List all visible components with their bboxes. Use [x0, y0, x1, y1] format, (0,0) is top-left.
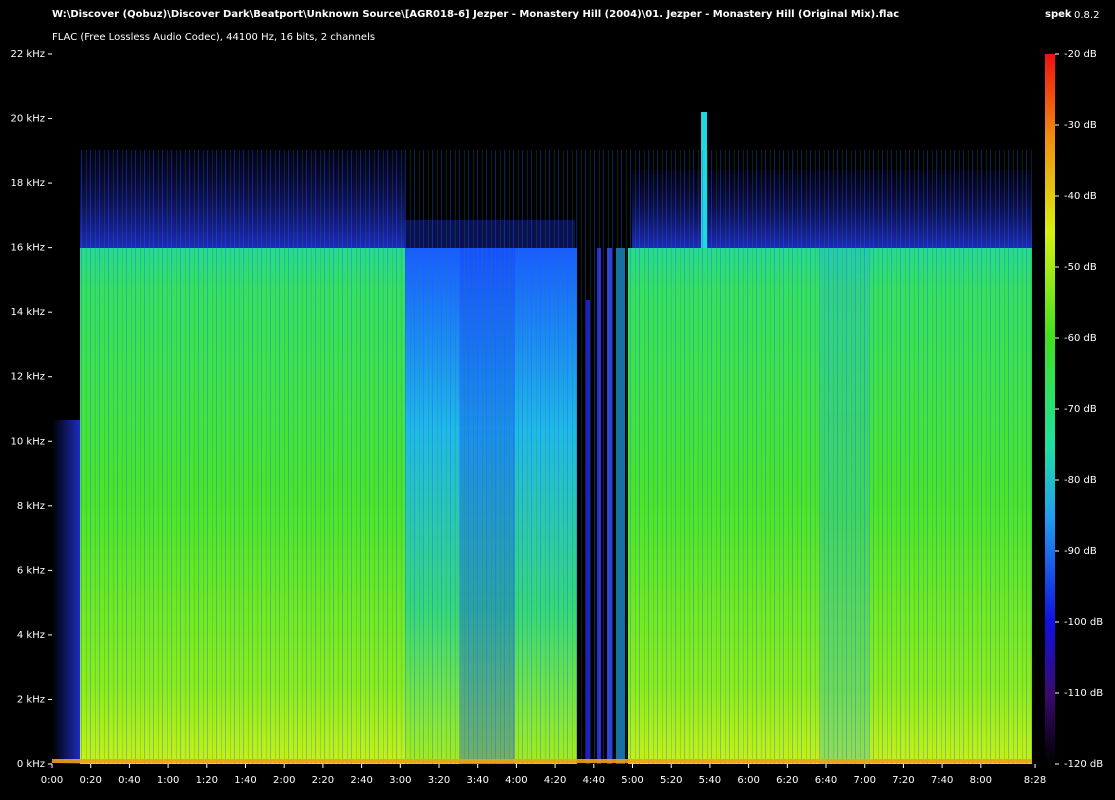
x-tick-label: 3:40 [466, 775, 488, 786]
x-tick-label: 4:00 [505, 775, 527, 786]
colorbar-tick-label: -50 dB [1064, 262, 1097, 273]
x-tick-label: 7:40 [931, 775, 953, 786]
x-tick-label: 4:20 [544, 775, 566, 786]
colorbar-tick-label: -30 dB [1064, 120, 1097, 131]
colorbar-tick-label: -40 dB [1064, 191, 1097, 202]
x-tick-label: 1:00 [157, 775, 179, 786]
colorbar-tick-label: -90 dB [1064, 546, 1097, 557]
y-tick-label: 0 kHz [17, 759, 45, 770]
x-tick-label: 0:40 [118, 775, 140, 786]
spectrogram [52, 54, 1035, 764]
app-version: 0.8.2 [1074, 10, 1099, 21]
colorbar-tick-label: -120 dB [1064, 759, 1103, 770]
spectrum-region [52, 420, 80, 764]
x-tick-label: 1:20 [196, 775, 218, 786]
x-tick-label: 2:40 [350, 775, 372, 786]
x-tick-label: 0:00 [41, 775, 63, 786]
colorbar-tick-label: -100 dB [1064, 617, 1103, 628]
x-tick-label: 8:00 [970, 775, 992, 786]
y-tick-label: 16 kHz [11, 243, 45, 254]
y-tick-label: 2 kHz [17, 694, 45, 705]
x-tick-label: 7:00 [853, 775, 875, 786]
colorbar-tick-label: -70 dB [1064, 404, 1097, 415]
colorbar-tick-label: -20 dB [1064, 49, 1097, 60]
x-tick-label: 2:20 [312, 775, 334, 786]
x-tick-label: 4:40 [583, 775, 605, 786]
spectrum-region [52, 759, 1032, 763]
y-tick-label: 10 kHz [11, 436, 45, 447]
y-tick-label: 6 kHz [17, 565, 45, 576]
x-tick-label: 8:28 [1024, 775, 1046, 786]
x-tick-label: 3:20 [428, 775, 450, 786]
x-tick-label: 5:20 [660, 775, 682, 786]
y-tick-label: 12 kHz [11, 372, 45, 383]
x-tick-label: 3:00 [389, 775, 411, 786]
x-tick-label: 2:00 [273, 775, 295, 786]
x-tick-label: 1:40 [234, 775, 256, 786]
app-name: spek [1045, 9, 1072, 20]
x-tick-label: 5:00 [621, 775, 643, 786]
x-tick-label: 5:40 [699, 775, 721, 786]
format-info: FLAC (Free Lossless Audio Codec), 44100 … [52, 32, 375, 43]
colorbar-tick-label: -110 dB [1064, 688, 1103, 699]
x-tick-label: 6:20 [776, 775, 798, 786]
x-tick-label: 6:40 [815, 775, 837, 786]
file-path-title: W:\Discover (Qobuz)\Discover Dark\Beatpo… [52, 9, 899, 20]
x-tick-label: 0:20 [79, 775, 101, 786]
y-tick-label: 14 kHz [11, 307, 45, 318]
y-tick-label: 4 kHz [17, 630, 45, 641]
x-tick-label: 6:00 [737, 775, 759, 786]
y-tick-label: 20 kHz [11, 114, 45, 125]
y-tick-label: 22 kHz [11, 49, 45, 60]
x-tick-label: 7:20 [892, 775, 914, 786]
colorbar [1045, 54, 1055, 764]
spectrum-texture [80, 150, 1032, 764]
colorbar-tick-label: -60 dB [1064, 333, 1097, 344]
colorbar-tick-label: -80 dB [1064, 475, 1097, 486]
y-tick-label: 18 kHz [11, 178, 45, 189]
y-tick-label: 8 kHz [17, 501, 45, 512]
